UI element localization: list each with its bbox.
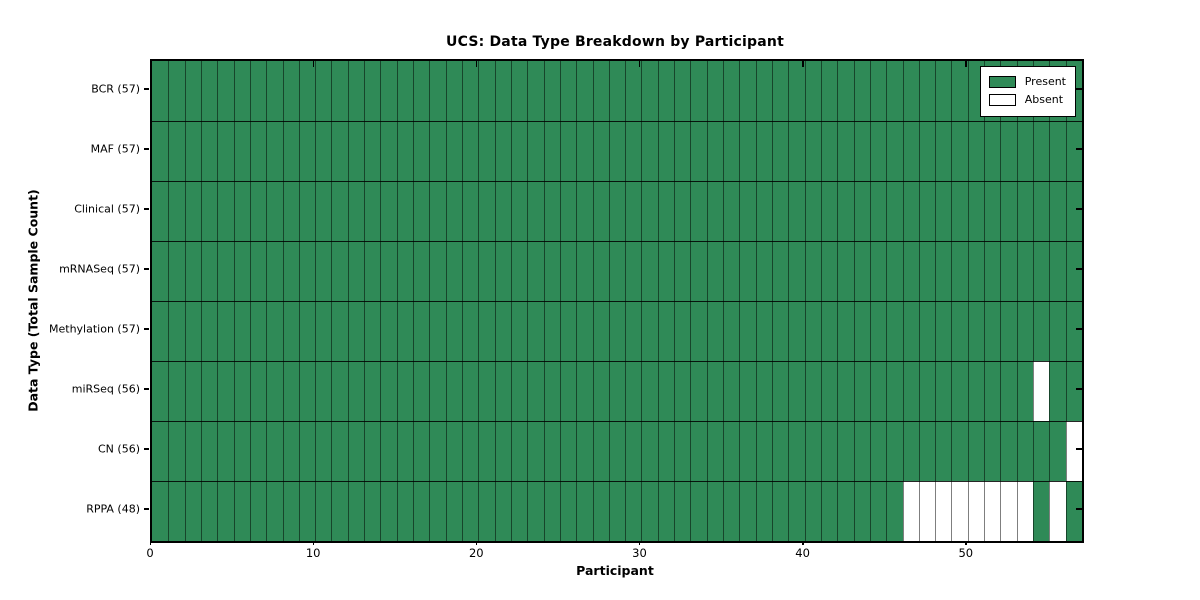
row-separator bbox=[152, 481, 1082, 482]
y-axis-title: Data Type (Total Sample Count) bbox=[25, 189, 41, 412]
y-tick-mark bbox=[144, 508, 149, 510]
absent-swatch-icon bbox=[988, 94, 1016, 107]
x-tick-label: 10 bbox=[305, 546, 321, 560]
row-separator bbox=[152, 181, 1082, 182]
absent-cell bbox=[1049, 481, 1066, 541]
absent-cell bbox=[935, 481, 952, 541]
x-tick-label: 40 bbox=[795, 546, 810, 560]
x-tick-mark bbox=[149, 541, 151, 545]
chart-title: UCS: Data Type Breakdown by Participant bbox=[446, 34, 784, 50]
absent-cell bbox=[902, 481, 919, 541]
y-tick-label: miRSeq (56) bbox=[71, 382, 140, 396]
y-tick-mark-right bbox=[1076, 268, 1083, 270]
y-tick-mark-right bbox=[1076, 148, 1083, 150]
x-tick-mark bbox=[802, 541, 804, 545]
cells-layer bbox=[152, 61, 1082, 541]
x-tick-label: 0 bbox=[146, 546, 154, 560]
y-tick-label: MAF (57) bbox=[90, 142, 140, 156]
x-tick-mark-top bbox=[149, 61, 151, 67]
legend-entry-present: Present bbox=[988, 75, 1066, 90]
x-tick-mark-top bbox=[475, 61, 478, 67]
y-tick-mark bbox=[144, 148, 149, 150]
y-tick-mark bbox=[144, 268, 149, 270]
y-tick-mark bbox=[144, 328, 149, 330]
absent-cell bbox=[918, 481, 936, 541]
y-tick-mark-right bbox=[1076, 328, 1083, 330]
y-tick-mark-right bbox=[1076, 388, 1083, 390]
x-tick-label: 30 bbox=[632, 546, 647, 560]
row-separator bbox=[152, 121, 1082, 122]
y-tick-mark bbox=[144, 88, 149, 90]
y-tick-mark-right bbox=[1076, 88, 1083, 90]
legend: Present Absent bbox=[979, 66, 1076, 117]
x-tick-mark-top bbox=[312, 61, 315, 67]
absent-cell bbox=[1000, 481, 1017, 541]
row-separator bbox=[152, 361, 1082, 362]
grid-layer bbox=[152, 61, 1082, 541]
absent-cell bbox=[967, 481, 985, 541]
x-tick-mark-top bbox=[802, 61, 804, 67]
absent-cell bbox=[1016, 481, 1034, 541]
y-tick-label: RPPA (48) bbox=[86, 502, 140, 516]
absent-cell bbox=[984, 481, 1001, 541]
y-tick-label: mRNASeq (57) bbox=[59, 262, 140, 276]
plot-area: Present Absent bbox=[150, 59, 1084, 543]
absent-cell bbox=[951, 481, 968, 541]
y-tick-label: Clinical (57) bbox=[74, 202, 140, 216]
y-tick-mark-right bbox=[1076, 448, 1083, 450]
x-tick-mark-top bbox=[638, 61, 641, 67]
row-separator bbox=[152, 301, 1082, 302]
y-tick-mark-right bbox=[1076, 508, 1083, 510]
y-tick-label: Methylation (57) bbox=[49, 322, 140, 336]
x-tick-label: 20 bbox=[468, 546, 484, 560]
x-tick-mark bbox=[965, 541, 967, 545]
x-tick-label: 50 bbox=[958, 546, 974, 560]
y-tick-label: CN (56) bbox=[98, 442, 140, 456]
x-tick-mark bbox=[312, 541, 315, 545]
absent-cell bbox=[1065, 421, 1082, 481]
x-axis-title: Participant bbox=[576, 563, 654, 578]
x-tick-mark-top bbox=[965, 61, 967, 67]
legend-entry-absent: Absent bbox=[988, 92, 1066, 108]
row-separator bbox=[152, 241, 1082, 242]
x-tick-mark bbox=[475, 541, 478, 545]
row-separator bbox=[152, 421, 1082, 422]
legend-label-present: Present bbox=[1024, 75, 1066, 88]
absent-cell bbox=[1033, 361, 1050, 421]
y-tick-mark bbox=[144, 208, 149, 210]
y-tick-mark bbox=[144, 388, 149, 390]
y-tick-label: BCR (57) bbox=[91, 82, 140, 96]
y-tick-mark bbox=[144, 448, 149, 450]
present-swatch-icon bbox=[988, 76, 1016, 89]
y-tick-mark-right bbox=[1076, 208, 1083, 210]
x-tick-mark bbox=[638, 541, 641, 545]
legend-label-absent: Absent bbox=[1024, 92, 1064, 106]
